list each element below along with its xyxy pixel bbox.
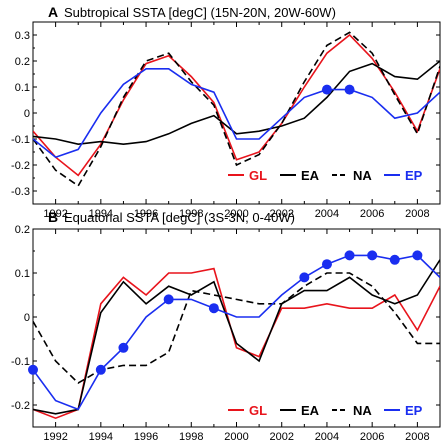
x-tick-label: 1996 xyxy=(134,431,158,440)
x-tick-label: 1992 xyxy=(43,431,67,440)
data-point-ep xyxy=(344,250,355,261)
plot-frame xyxy=(32,21,441,205)
panel-letter: A xyxy=(48,4,58,20)
plot-frame xyxy=(32,228,441,428)
data-point-ep xyxy=(95,364,106,375)
y-tick-label: -0.3 xyxy=(11,186,30,198)
series-line-ea xyxy=(33,60,440,146)
y-tick-label: 0.1 xyxy=(15,268,30,280)
legend-label-ea: EA xyxy=(301,168,320,183)
data-point-ep xyxy=(208,303,219,314)
x-tick-label: 1994 xyxy=(89,208,113,220)
x-tick-label: 1994 xyxy=(89,431,113,440)
legend: GL EA NA EP xyxy=(228,403,423,418)
data-point-ep xyxy=(389,254,400,265)
x-tick-label: 2000 xyxy=(224,431,248,440)
x-tick-label: 1992 xyxy=(43,208,67,220)
y-tick-label: 0.1 xyxy=(15,82,30,94)
legend-label-na: NA xyxy=(353,403,372,418)
y-tick-label: 0 xyxy=(24,312,30,324)
data-point-ep xyxy=(344,84,355,95)
x-tick-label: 2008 xyxy=(405,431,429,440)
data-point-ep xyxy=(299,272,310,283)
data-point-ep xyxy=(321,84,332,95)
y-tick-label: -0.2 xyxy=(11,400,30,412)
y-tick-label: 0 xyxy=(24,108,30,120)
data-point-ep xyxy=(28,364,38,375)
legend: GL EA NA EP xyxy=(228,168,423,183)
x-tick-label: 2004 xyxy=(315,431,339,440)
series-line-gl xyxy=(33,267,440,420)
series-line-na xyxy=(33,272,440,384)
series-line-gl xyxy=(33,33,440,177)
chart-title: Equatorial SSTA [degC] (3S-3N, 0-40W) xyxy=(64,210,295,225)
panel-letter: B xyxy=(48,209,58,225)
legend-label-ep: EP xyxy=(405,168,423,183)
y-tick-label: -0.1 xyxy=(11,356,30,368)
x-tick-label: 1998 xyxy=(179,431,203,440)
y-tick-label: 0.2 xyxy=(15,56,30,68)
x-tick-label: 2002 xyxy=(269,208,293,220)
x-tick-label: 2006 xyxy=(360,208,384,220)
x-tick-label: 1998 xyxy=(179,208,203,220)
series-line-ep xyxy=(33,68,440,159)
x-tick-label: 1996 xyxy=(134,208,158,220)
data-point-ep xyxy=(118,342,129,353)
legend-label-gl: GL xyxy=(249,168,267,183)
x-tick-label: 2000 xyxy=(224,208,248,220)
y-tick-label: -0.1 xyxy=(11,134,30,146)
x-tick-label: 2004 xyxy=(315,208,339,220)
panel-a: 0.3 0.2 0.1 0 -0.1 -0.2 -0.3 1992 1994 1996 1998 20… xyxy=(11,4,441,220)
data-point-ep xyxy=(321,259,332,270)
legend-label-na: NA xyxy=(353,168,372,183)
legend-label-ep: EP xyxy=(405,403,423,418)
data-point-ep xyxy=(367,250,378,261)
x-tick-label: 2008 xyxy=(405,208,429,220)
y-tick-label: 0.2 xyxy=(15,224,30,236)
legend-label-gl: GL xyxy=(249,403,267,418)
data-point-ep xyxy=(412,250,423,261)
chart-title: Subtropical SSTA [degC] (15N-20N, 20W-60… xyxy=(64,5,336,20)
x-tick-label: 2006 xyxy=(360,431,384,440)
x-tick-label: 2002 xyxy=(269,431,293,440)
series-line-na xyxy=(33,31,440,187)
panel-b: 0.2 0.1 0 -0.1 -0.2 1992 1994 1996 1998 2000 2002 2… xyxy=(11,209,441,440)
y-tick-label: -0.2 xyxy=(11,160,30,172)
y-tick-label: 0.3 xyxy=(15,30,30,42)
series-line-ea xyxy=(33,259,440,415)
data-point-ep xyxy=(163,294,174,305)
legend-label-ea: EA xyxy=(301,403,320,418)
